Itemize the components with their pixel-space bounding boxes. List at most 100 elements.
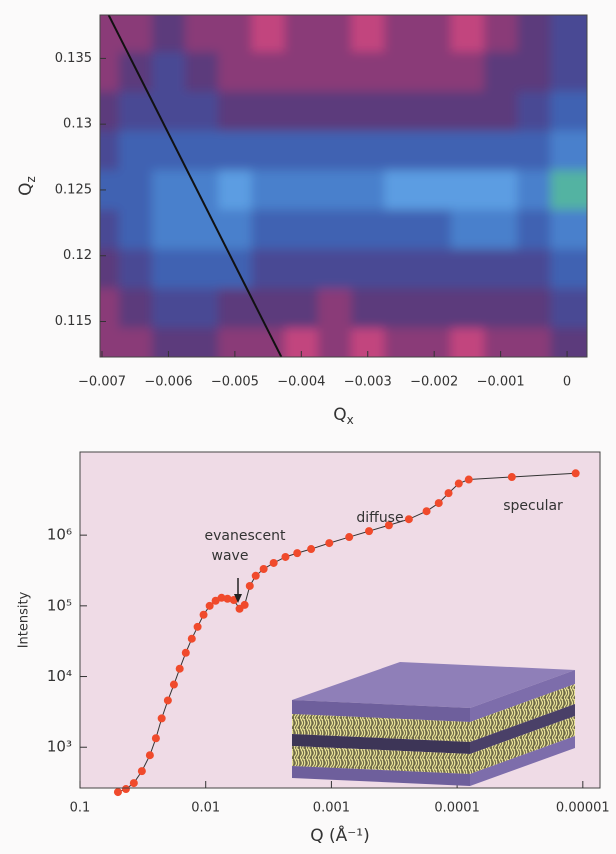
y-tick-label: 0.13 (63, 117, 92, 132)
contour-cell (284, 170, 319, 211)
contour-cell (151, 249, 186, 290)
contour-cell (284, 249, 319, 290)
contour-cell (118, 209, 153, 250)
contour-cell (317, 130, 352, 171)
contour-cell (118, 249, 153, 290)
contour-cell (517, 91, 551, 132)
contour-cell (151, 15, 186, 53)
x-tick-label: −0.005 (211, 375, 259, 390)
contour-cell (351, 288, 385, 329)
data-point (444, 489, 453, 498)
contour-cell (417, 170, 452, 211)
y-tick-label: 10⁴ (47, 667, 72, 685)
contour-cell (550, 51, 587, 92)
contour-cell (384, 51, 419, 92)
contour-cell (417, 15, 452, 53)
contour-cell (317, 288, 352, 329)
data-point (163, 696, 172, 705)
boundary-line (107, 15, 283, 357)
contour-cell (251, 249, 286, 290)
contour-cell (517, 288, 551, 329)
data-point (269, 558, 278, 567)
contour-cell (517, 15, 551, 53)
contour-cell (317, 170, 352, 211)
contour-cell (484, 91, 518, 132)
contour-cell (218, 130, 252, 171)
contour-cells (100, 15, 587, 357)
contour-cell (218, 91, 252, 132)
contour-cell (550, 91, 587, 132)
x-tick-label: 0.0001 (434, 801, 480, 816)
data-point (454, 479, 463, 488)
contour-cell (100, 288, 120, 329)
x-tick-label: −0.003 (344, 375, 392, 390)
contour-cell (317, 15, 352, 53)
data-point (507, 473, 516, 482)
x-tick-label: −0.002 (410, 375, 458, 390)
contour-cell (517, 130, 551, 171)
data-point (187, 634, 196, 643)
contour-cell (100, 209, 120, 250)
contour-cell (517, 328, 551, 357)
contour-cell (384, 170, 419, 211)
y-tick-label: 10⁵ (47, 596, 72, 614)
data-point (345, 533, 354, 542)
data-point (129, 779, 138, 788)
contour-fill (100, 15, 587, 357)
data-point (293, 549, 302, 558)
x-axis-label: Q (Å⁻¹) (310, 824, 369, 846)
data-point (384, 521, 393, 530)
contour-cell (185, 130, 219, 171)
y-tick-label: 0.12 (63, 248, 92, 263)
y-axis-label-sub: z (24, 176, 38, 182)
annotation: wave (212, 548, 249, 564)
contour-cell (151, 288, 186, 329)
contour-cell (384, 15, 419, 53)
data-point (205, 601, 214, 610)
x-tick-label: 0.1 (70, 801, 91, 816)
contour-cell (484, 249, 518, 290)
contour-cell (151, 209, 186, 250)
contour-cell (351, 51, 385, 92)
contour-cell (100, 51, 120, 92)
contour-cell (251, 91, 286, 132)
x-axis-label-main: Q (333, 405, 346, 425)
contour-cell (317, 91, 352, 132)
contour-cell (185, 91, 219, 132)
data-point (307, 545, 316, 554)
contour-cell (450, 209, 485, 250)
data-point (193, 622, 202, 631)
contour-cell (251, 130, 286, 171)
data-point (151, 734, 160, 743)
contour-cell (550, 328, 587, 357)
contour-cell (351, 170, 385, 211)
evanescent-arrow (234, 578, 242, 603)
contour-cell (484, 130, 518, 171)
plot-frame (99, 14, 588, 358)
x-tick-label: 0.00001 (556, 801, 610, 816)
contour-cell (450, 15, 485, 53)
y-tick-label: 10⁶ (47, 526, 72, 544)
data-point (199, 610, 208, 619)
contour-cell (384, 288, 419, 329)
annotation: diffuse (356, 510, 403, 526)
data-point (325, 539, 334, 548)
contour-cell (450, 51, 485, 92)
contour-cell (550, 170, 587, 211)
contour-cell (417, 91, 452, 132)
contour-cell (284, 51, 319, 92)
contour-cell (151, 130, 186, 171)
contour-cell (218, 288, 252, 329)
contour-cell (450, 170, 485, 211)
data-point (240, 600, 249, 609)
contour-cell (100, 91, 120, 132)
contour-cell (118, 328, 153, 357)
data-point (251, 571, 260, 580)
x-tick-label: 0.01 (191, 801, 220, 816)
contour-cell (517, 209, 551, 250)
contour-cell (484, 209, 518, 250)
contour-cell (450, 328, 485, 357)
contour-cell (118, 170, 153, 211)
contour-cell (118, 288, 153, 329)
contour-cell (517, 51, 551, 92)
